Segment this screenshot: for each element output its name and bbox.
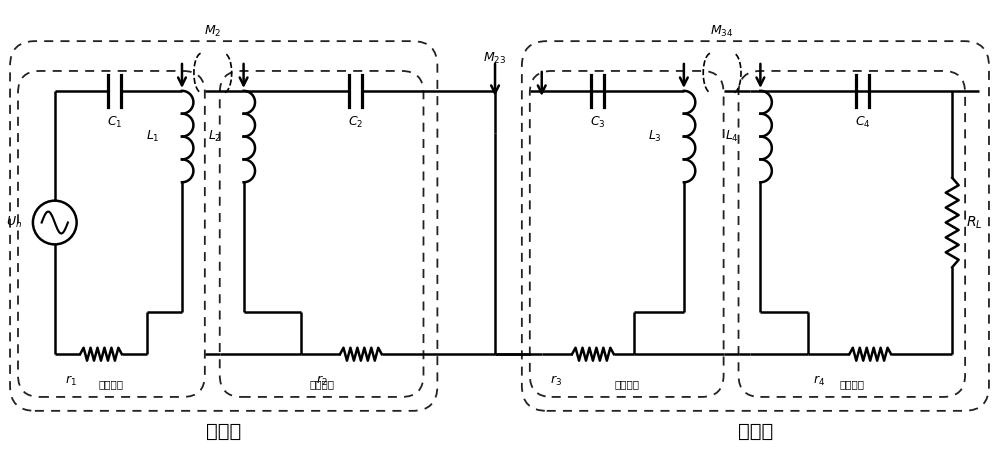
Text: $L_4$: $L_4$ (725, 129, 739, 144)
Text: $R_L$: $R_L$ (966, 214, 983, 231)
Text: 驱动线圈: 驱动线圈 (99, 379, 124, 389)
Text: 发射级: 发射级 (206, 422, 241, 441)
Text: $M_{34}$: $M_{34}$ (710, 24, 734, 39)
Text: $M_{23}$: $M_{23}$ (483, 51, 507, 66)
Text: 拾取线圈: 拾取线圈 (839, 379, 864, 389)
Text: $r_2$: $r_2$ (316, 374, 328, 388)
Text: $C_2$: $C_2$ (348, 115, 364, 130)
Text: $r_3$: $r_3$ (550, 374, 562, 388)
Text: 接收级: 接收级 (738, 422, 773, 441)
Text: 发射线圈: 发射线圈 (309, 379, 334, 389)
Text: $r_1$: $r_1$ (65, 374, 77, 388)
Text: $L_3$: $L_3$ (648, 129, 662, 144)
Text: $L_2$: $L_2$ (208, 129, 222, 144)
Text: $L_1$: $L_1$ (146, 129, 160, 144)
Text: $C_3$: $C_3$ (590, 115, 605, 130)
Text: $M_2$: $M_2$ (204, 24, 221, 39)
Text: 接收线圈: 接收线圈 (614, 379, 639, 389)
Text: $U_n$: $U_n$ (6, 215, 22, 230)
Text: $C_1$: $C_1$ (107, 115, 122, 130)
Text: $C_4$: $C_4$ (855, 115, 871, 130)
Text: $r_4$: $r_4$ (813, 374, 825, 388)
